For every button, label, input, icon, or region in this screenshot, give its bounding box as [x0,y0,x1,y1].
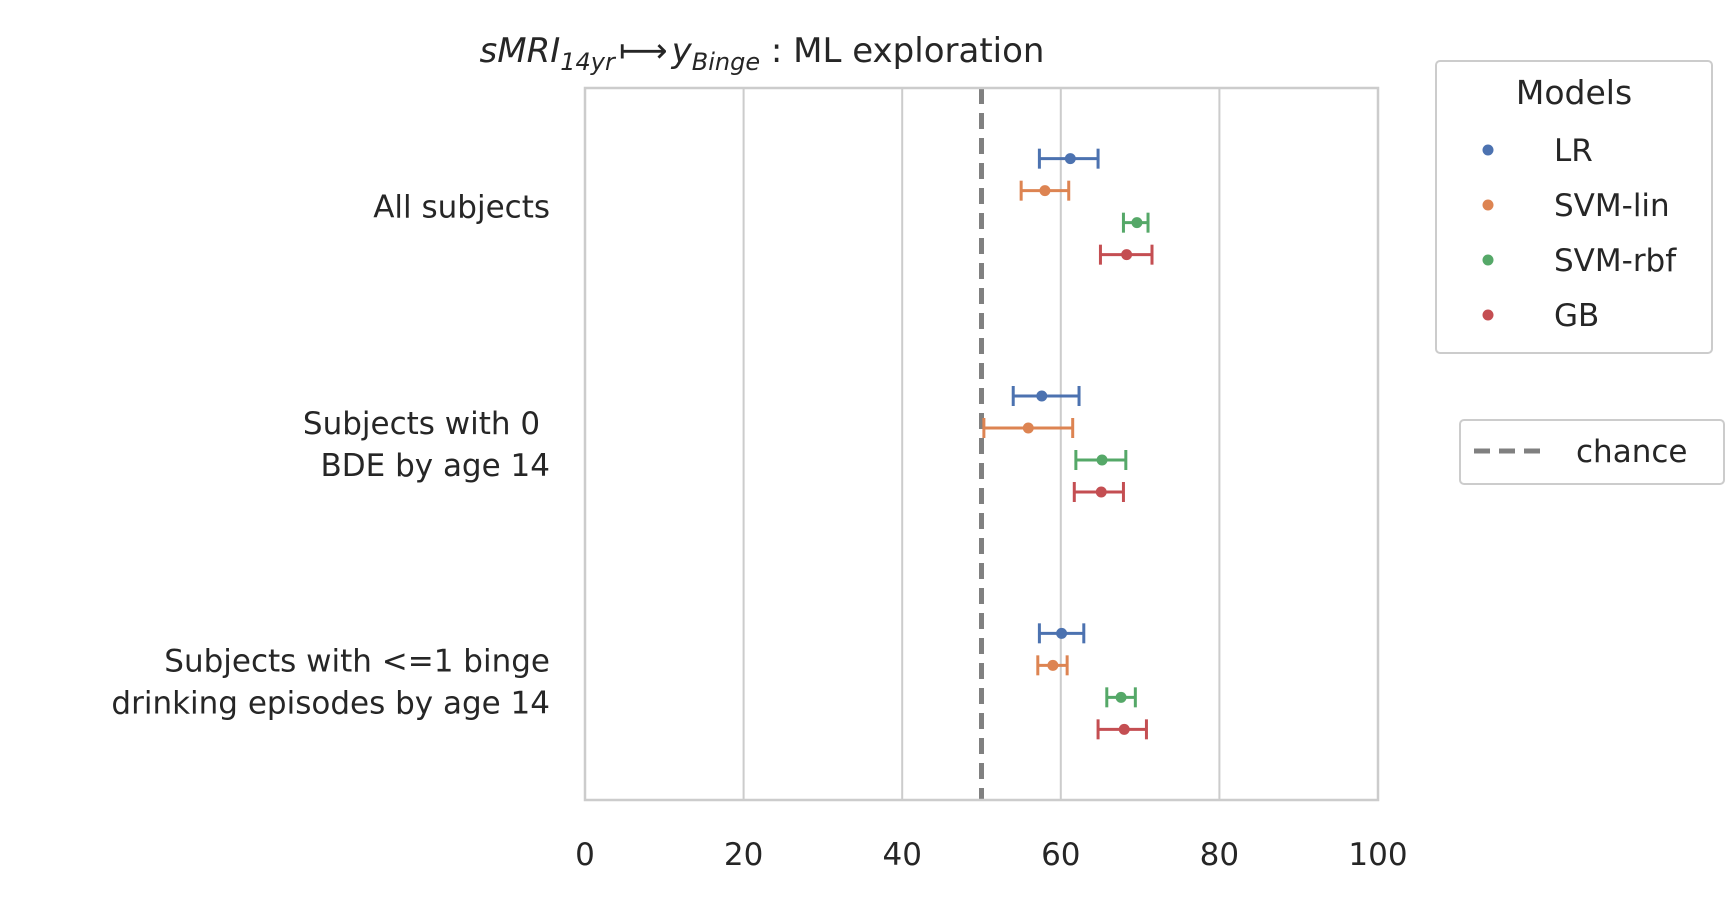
errorbar-GB-0 [1098,244,1154,265]
data-marks [982,148,1154,740]
errorbar-SVM-lin-1 [982,418,1075,438]
chart-title: sMRI14yr ⟼ yBinge : ML exploration [480,31,1045,76]
legend-marker-GB [1482,309,1494,321]
errorbar-LR-2 [1037,623,1086,644]
x-tick-labels: 0 20 40 60 80 100 [575,837,1407,873]
category-labels: All subjects Subjects with 0 BDE by age 1… [111,190,550,722]
errorbar-SVM-rbf-0 [1121,212,1150,233]
x-tick-label-20: 20 [724,837,763,873]
errorbar-SVM-lin-2 [1036,655,1069,676]
point-SVM-lin-1 [1022,422,1034,434]
point-LR-2 [1056,627,1068,639]
errorbar-LR-0 [1037,148,1100,169]
category-label-line: Subjects with 0 [303,406,550,442]
category-label-line: BDE by age 14 [320,448,550,484]
legend-marker-LR [1482,144,1494,156]
category-label-2: Subjects with <=1 binge drinking episodes… [111,643,550,721]
errorbar-GB-1 [1072,482,1125,502]
x-tick-label-80: 80 [1200,837,1239,873]
legend-marker-SVM-lin [1482,199,1494,211]
point-SVM-rbf-1 [1096,454,1108,466]
x-tick-label-40: 40 [882,837,921,873]
errorbar-GB-2 [1096,719,1148,740]
point-GB-0 [1121,249,1133,261]
models-legend: Models LR SVM-lin SVM-rbf GB [1435,60,1713,354]
title-math-1: sMRI [480,31,561,71]
chance-legend-frame [1459,419,1725,485]
legend-label-LR: LR [1554,133,1593,169]
title-math-sub-2: Binge [692,48,760,76]
title-math-sub-1: 14yr [560,48,617,76]
category-label-0: All subjects [373,190,550,226]
point-SVM-rbf-2 [1115,691,1127,703]
x-tick-label-60: 60 [1041,837,1080,873]
legend-marker-SVM-rbf [1482,254,1494,266]
title-rest: : ML exploration [760,31,1044,71]
point-LR-0 [1064,153,1076,165]
point-SVM-lin-0 [1039,185,1051,197]
chance-legend-label: chance [1576,434,1687,470]
x-tick-label-0: 0 [575,837,595,873]
legend-items: LR SVM-lin SVM-rbf GB [1482,133,1677,334]
point-SVM-rbf-0 [1131,217,1143,229]
legend-title: Models [1516,73,1632,112]
x-tick-label-100: 100 [1348,837,1407,873]
point-GB-2 [1118,723,1130,735]
title-arrow: ⟼ [619,31,668,71]
category-label-line: drinking episodes by age 14 [111,685,550,721]
legend-label-SVM-rbf: SVM-rbf [1554,243,1677,279]
title-math-2: y [671,31,693,71]
models-legend-frame [1435,60,1713,354]
errorbar-LR-1 [1011,386,1081,406]
category-label-line: Subjects with <=1 binge [164,643,550,679]
errorbar-SVM-lin-0 [1019,180,1071,201]
category-label-1: Subjects with 0 BDE by age 14 [303,406,550,484]
point-SVM-lin-2 [1047,659,1059,671]
category-label-line: All subjects [373,190,550,226]
point-GB-1 [1095,486,1107,498]
errorbar-SVM-rbf-2 [1105,687,1137,708]
chance-legend: chance [1459,419,1725,485]
plot-frame [583,86,1380,802]
legend-label-GB: GB [1554,298,1599,334]
legend-label-SVM-lin: SVM-lin [1554,188,1670,224]
point-LR-1 [1036,390,1048,402]
errorbar-SVM-rbf-1 [1074,450,1128,470]
